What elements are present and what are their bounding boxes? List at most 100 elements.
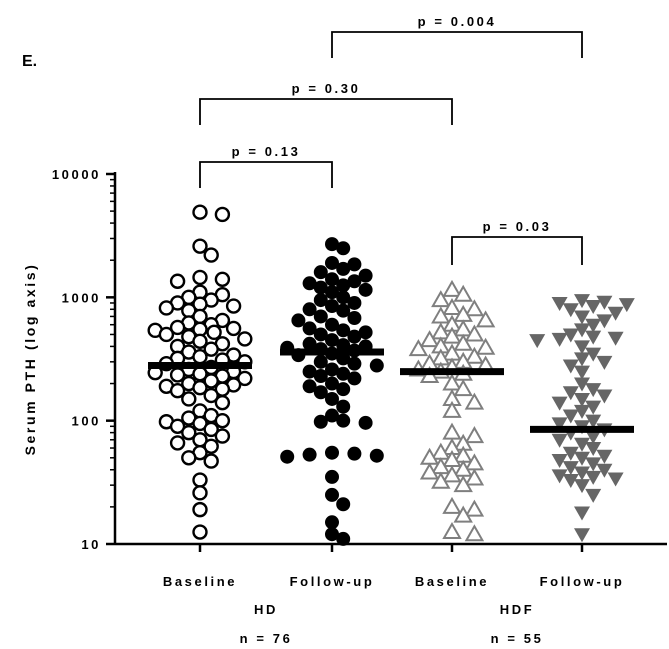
data-point bbox=[596, 356, 612, 370]
data-point bbox=[171, 436, 184, 449]
data-point bbox=[171, 275, 184, 288]
data-point bbox=[336, 400, 350, 414]
data-point bbox=[216, 208, 229, 221]
data-point bbox=[574, 340, 590, 354]
data-point bbox=[194, 240, 207, 253]
category-label: Baseline bbox=[163, 574, 237, 589]
data-point bbox=[585, 489, 601, 503]
data-point bbox=[216, 414, 229, 427]
data-point bbox=[347, 330, 361, 344]
data-point bbox=[336, 414, 350, 428]
data-point bbox=[208, 326, 221, 339]
data-point bbox=[444, 499, 460, 513]
p-value-label: p = 0.13 bbox=[232, 144, 301, 159]
data-point bbox=[466, 428, 482, 442]
data-point bbox=[466, 301, 482, 315]
data-point bbox=[171, 368, 184, 381]
data-point bbox=[347, 447, 361, 461]
data-point bbox=[160, 301, 173, 314]
data-point bbox=[325, 515, 339, 529]
data-point bbox=[303, 448, 317, 462]
data-point bbox=[182, 451, 195, 464]
data-point bbox=[347, 311, 361, 325]
data-point bbox=[325, 446, 339, 460]
data-point bbox=[194, 526, 207, 539]
group-n-label: n = 55 bbox=[491, 631, 544, 646]
data-point bbox=[227, 300, 240, 313]
data-point bbox=[325, 488, 339, 502]
data-point bbox=[194, 350, 207, 363]
data-point bbox=[347, 371, 361, 385]
data-point bbox=[608, 307, 624, 321]
data-point bbox=[359, 283, 373, 297]
data-point bbox=[205, 455, 218, 468]
data-point bbox=[574, 528, 590, 542]
p-value-label: p = 0.004 bbox=[418, 14, 497, 29]
data-point bbox=[194, 503, 207, 516]
data-point bbox=[280, 450, 294, 464]
data-point bbox=[216, 396, 229, 409]
data-point bbox=[336, 262, 350, 276]
data-point bbox=[370, 449, 384, 463]
data-point bbox=[478, 340, 494, 354]
data-point bbox=[552, 333, 568, 347]
data-point bbox=[574, 366, 590, 380]
data-point bbox=[216, 430, 229, 443]
group-label: HDF bbox=[500, 602, 535, 617]
data-point bbox=[466, 526, 482, 540]
data-point bbox=[552, 397, 568, 411]
data-point bbox=[574, 507, 590, 521]
data-point bbox=[347, 357, 361, 371]
category-label: Follow-up bbox=[540, 574, 625, 589]
significance-bracket bbox=[332, 32, 582, 58]
data-point bbox=[466, 502, 482, 516]
data-point bbox=[529, 334, 545, 348]
data-point bbox=[205, 249, 218, 262]
data-point bbox=[314, 309, 328, 323]
p-value-label: p = 0.03 bbox=[483, 219, 552, 234]
panel-label: E. bbox=[22, 53, 37, 70]
y-axis-label: Serum PTH (log axis) bbox=[22, 263, 38, 456]
data-point bbox=[370, 359, 384, 373]
category-label: Follow-up bbox=[290, 574, 375, 589]
significance-bracket bbox=[200, 162, 332, 188]
data-point bbox=[182, 392, 195, 405]
significance-brackets: p = 0.13 p = 0.30 p = 0.004 p = 0.03 bbox=[200, 14, 582, 265]
data-point bbox=[359, 416, 373, 430]
data-point bbox=[194, 486, 207, 499]
data-point bbox=[160, 328, 173, 341]
data-point bbox=[216, 273, 229, 286]
data-point bbox=[608, 472, 624, 486]
data-point bbox=[336, 241, 350, 255]
p-value-label: p = 0.30 bbox=[292, 81, 361, 96]
y-tick-label: 1000 bbox=[62, 290, 101, 305]
y-tick-label: 100 bbox=[72, 414, 102, 429]
significance-bracket bbox=[452, 237, 582, 265]
data-point bbox=[552, 454, 568, 468]
y-tick-label: 10000 bbox=[52, 167, 101, 182]
data-marks bbox=[149, 206, 635, 546]
data-point bbox=[291, 313, 305, 327]
y-tick-label: 10 bbox=[81, 537, 101, 552]
data-point bbox=[444, 425, 460, 439]
data-point bbox=[336, 382, 350, 396]
data-point bbox=[574, 352, 590, 366]
data-point bbox=[444, 282, 460, 296]
data-point bbox=[444, 524, 460, 538]
data-point bbox=[227, 322, 240, 335]
group-n-label: n = 76 bbox=[240, 631, 293, 646]
category-label: Baseline bbox=[415, 574, 489, 589]
data-point bbox=[194, 271, 207, 284]
data-point bbox=[325, 470, 339, 484]
data-point bbox=[608, 332, 624, 346]
data-point bbox=[194, 474, 207, 487]
data-point bbox=[194, 206, 207, 219]
data-point bbox=[466, 395, 482, 409]
data-point bbox=[238, 332, 251, 345]
data-point bbox=[574, 393, 590, 407]
data-point bbox=[336, 497, 350, 511]
data-point bbox=[336, 532, 350, 546]
data-point bbox=[563, 303, 579, 317]
significance-bracket bbox=[200, 99, 452, 125]
